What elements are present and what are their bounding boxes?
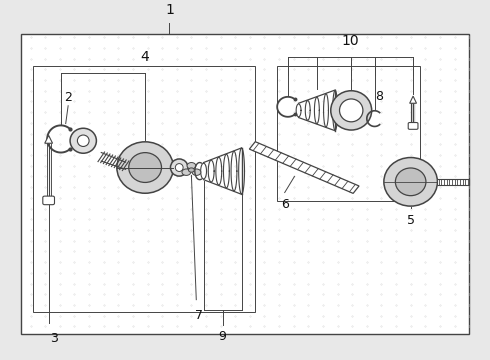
Text: 3: 3	[49, 332, 57, 345]
Polygon shape	[45, 135, 52, 143]
Text: 10: 10	[342, 34, 359, 48]
Circle shape	[187, 162, 196, 169]
Text: 6: 6	[281, 198, 289, 211]
FancyBboxPatch shape	[43, 196, 54, 205]
Text: 7: 7	[195, 309, 203, 321]
Circle shape	[192, 169, 201, 175]
Bar	[33, 66, 255, 312]
Ellipse shape	[384, 158, 438, 206]
Ellipse shape	[70, 128, 97, 153]
Polygon shape	[410, 96, 416, 103]
Ellipse shape	[171, 159, 188, 176]
Bar	[21, 33, 469, 334]
Text: 8: 8	[375, 90, 384, 103]
Ellipse shape	[340, 99, 363, 122]
FancyBboxPatch shape	[408, 122, 418, 129]
Text: 4: 4	[141, 50, 149, 64]
Bar	[438, 179, 469, 185]
Bar	[277, 66, 420, 202]
Ellipse shape	[77, 135, 89, 147]
Ellipse shape	[129, 153, 162, 183]
Ellipse shape	[395, 168, 426, 196]
Text: 1: 1	[165, 3, 174, 17]
Text: 5: 5	[407, 214, 415, 227]
Text: 9: 9	[219, 330, 226, 343]
Circle shape	[189, 168, 195, 172]
Circle shape	[182, 169, 191, 175]
Text: 2: 2	[64, 91, 72, 104]
Polygon shape	[249, 142, 359, 193]
Ellipse shape	[331, 91, 372, 130]
Ellipse shape	[175, 163, 183, 171]
Ellipse shape	[117, 142, 173, 193]
